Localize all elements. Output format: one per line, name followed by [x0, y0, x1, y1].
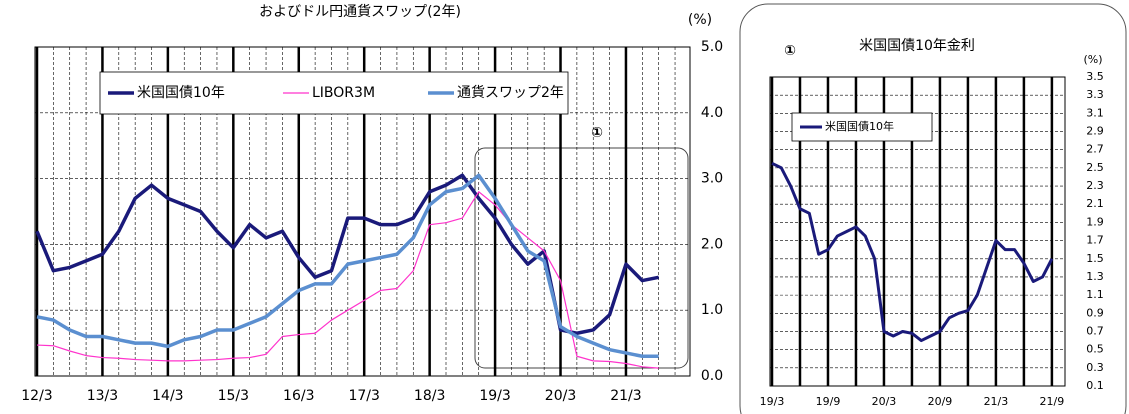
y-tick-label: 2.0: [701, 236, 723, 252]
y-tick-label: 2.7: [1086, 143, 1104, 156]
unit-label: (%): [688, 12, 712, 28]
legend-box: [99, 71, 569, 115]
x-tick-label: 19/3: [760, 395, 785, 408]
x-tick-label: 12/3: [21, 388, 52, 404]
annotation: ①: [784, 43, 796, 59]
y-tick-label: 1.9: [1086, 215, 1104, 228]
x-tick-label: 19/3: [479, 388, 510, 404]
y-tick-label: 1.0: [701, 302, 723, 318]
series-line: [36, 173, 659, 359]
x-tick-label: 16/3: [283, 388, 314, 404]
y-tick-label: 1.1: [1086, 288, 1104, 301]
x-tick-label: 21/9: [1040, 395, 1065, 408]
y-tick-label: 1.7: [1086, 234, 1104, 247]
x-tick-label: 20/3: [872, 395, 897, 408]
highlight-box: [474, 147, 689, 369]
y-tick-label: 3.5: [1086, 70, 1104, 83]
x-tick-label: 21/3: [984, 395, 1009, 408]
x-tick-label: 20/3: [545, 388, 576, 404]
y-tick-label: 3.0: [701, 171, 723, 187]
y-tick-label: 1.3: [1086, 270, 1104, 283]
y-tick-label: 0.1: [1086, 379, 1104, 392]
y-tick-label: 3.1: [1086, 106, 1104, 119]
chart-title: およびドル円通貨スワップ(2年): [259, 3, 461, 20]
chart-title: 米国国債10年金利: [859, 38, 975, 54]
series-line: [36, 191, 659, 369]
y-tick-label: 2.9: [1086, 125, 1104, 138]
legend-label: LIBOR3M: [312, 85, 375, 101]
x-tick-label: 19/9: [816, 395, 841, 408]
legend-label: 米国国債10年: [825, 119, 894, 133]
y-tick-label: 0.0: [701, 368, 723, 384]
y-tick-label: 2.3: [1086, 179, 1104, 192]
y-tick-label: 1.5: [1086, 252, 1104, 265]
y-tick-label: 0.5: [1086, 343, 1104, 356]
x-tick-label: 18/3: [414, 388, 445, 404]
series-line: [771, 161, 1054, 343]
x-tick-label: 15/3: [218, 388, 249, 404]
y-tick-label: 3.3: [1086, 88, 1104, 101]
y-tick-label: 0.3: [1086, 361, 1104, 374]
x-tick-label: 21/3: [610, 388, 641, 404]
legend-label: 通貨スワップ2年: [457, 84, 564, 101]
x-tick-label: 14/3: [152, 388, 183, 404]
y-tick-label: 5.0: [701, 39, 723, 55]
x-tick-label: 17/3: [348, 388, 379, 404]
y-tick-label: 0.9: [1086, 306, 1104, 319]
y-tick-label: 2.1: [1086, 197, 1104, 210]
x-tick-label: 20/9: [928, 395, 953, 408]
panel-border: [739, 3, 1127, 414]
annotation: ①: [591, 125, 603, 141]
x-tick-label: 13/3: [87, 388, 118, 404]
y-tick-label: 4.0: [701, 105, 723, 121]
y-tick-label: 2.5: [1086, 161, 1104, 174]
y-tick-label: 0.7: [1086, 324, 1104, 337]
legend-label: 米国国債10年: [137, 85, 225, 101]
unit-label: (%): [1083, 53, 1102, 66]
